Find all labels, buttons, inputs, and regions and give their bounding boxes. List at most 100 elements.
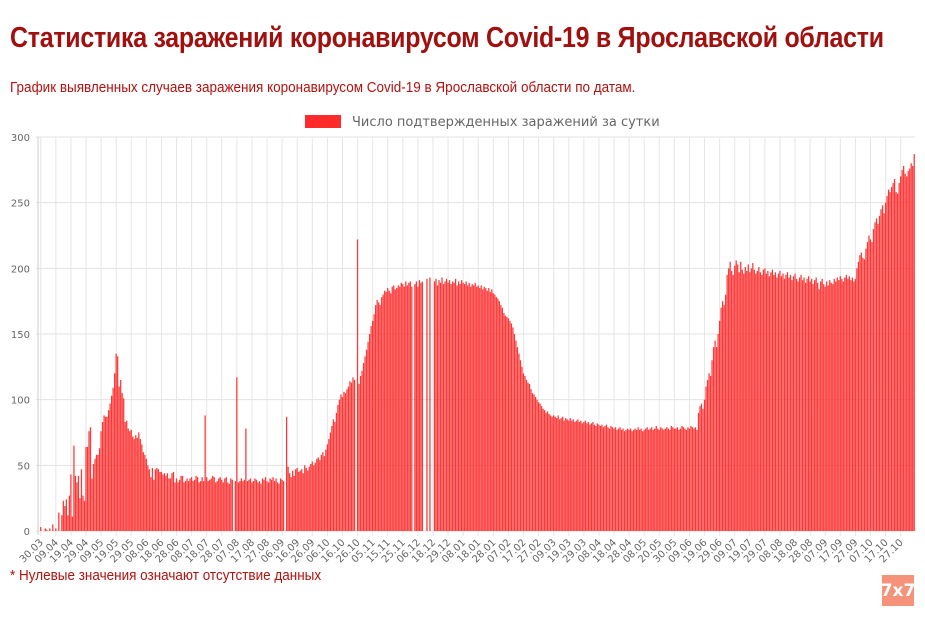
bar <box>714 340 716 531</box>
bar <box>800 274 802 531</box>
bar <box>433 281 436 531</box>
bar <box>598 424 600 531</box>
bar <box>584 420 586 531</box>
bar <box>224 478 226 531</box>
bar <box>889 192 891 531</box>
bar <box>691 427 694 531</box>
bar <box>762 269 764 531</box>
bar <box>349 381 351 531</box>
bar <box>385 291 387 531</box>
bar <box>183 482 185 531</box>
bar <box>46 529 48 531</box>
bar <box>898 182 900 531</box>
bar <box>607 427 609 531</box>
bar <box>252 481 255 531</box>
bar <box>684 428 686 531</box>
bar <box>239 481 241 531</box>
bar <box>94 458 96 531</box>
bar <box>798 277 801 531</box>
bar <box>353 379 356 531</box>
bar <box>157 469 160 531</box>
bar <box>670 425 672 531</box>
bar <box>121 393 123 531</box>
bar <box>237 482 239 531</box>
bar <box>364 356 366 531</box>
y-tick-label: 200 <box>11 264 30 275</box>
bar <box>154 469 157 531</box>
bar <box>331 425 333 531</box>
bar <box>396 288 398 531</box>
bar <box>240 478 243 531</box>
bar <box>817 282 819 531</box>
bar <box>83 500 86 531</box>
bar <box>435 278 437 531</box>
bar <box>750 268 752 531</box>
bar <box>178 479 181 531</box>
bar <box>111 395 113 531</box>
bar <box>326 444 328 531</box>
bar <box>679 428 682 531</box>
bar <box>209 479 211 531</box>
bar <box>729 261 731 531</box>
legend[interactable]: Число подтвержденных заражений за сутки <box>305 115 660 130</box>
bar <box>147 465 149 531</box>
bar <box>162 474 164 531</box>
bar <box>768 276 771 531</box>
bar <box>528 383 531 531</box>
bar <box>196 477 199 531</box>
bar <box>554 416 556 531</box>
bar <box>464 284 466 531</box>
bar <box>139 439 141 531</box>
bar <box>120 379 122 531</box>
bar <box>578 421 580 531</box>
bar <box>718 320 721 531</box>
bar <box>322 452 324 531</box>
bar <box>543 410 546 531</box>
bar <box>187 481 190 531</box>
bar <box>172 471 175 531</box>
bar <box>806 278 808 531</box>
bar <box>406 285 408 531</box>
bar <box>890 186 893 531</box>
bar <box>264 477 267 531</box>
bar <box>608 428 611 531</box>
bar <box>114 373 116 531</box>
bar <box>685 429 688 531</box>
bar <box>254 478 256 531</box>
bar <box>251 482 253 531</box>
bar <box>52 524 54 531</box>
y-tick-label: 0 <box>24 527 30 538</box>
bar <box>260 483 262 531</box>
bar <box>504 315 507 531</box>
bar <box>616 429 618 531</box>
bar <box>593 424 596 531</box>
bar <box>874 222 876 531</box>
bar <box>700 403 703 531</box>
bar <box>445 278 448 531</box>
bar <box>138 432 140 531</box>
y-tick-label: 150 <box>11 330 30 341</box>
bar <box>669 429 671 531</box>
bar <box>903 165 905 532</box>
bar <box>675 428 677 531</box>
bar <box>844 277 846 531</box>
bar <box>337 404 339 531</box>
bar <box>804 282 807 531</box>
bar <box>821 278 823 531</box>
bar <box>734 265 736 531</box>
bar <box>495 297 497 531</box>
bar <box>770 272 772 531</box>
bar <box>639 429 641 531</box>
bar <box>279 478 282 531</box>
bar <box>657 428 659 531</box>
bar <box>783 278 786 531</box>
bar <box>875 218 878 531</box>
bar <box>100 431 102 531</box>
bar <box>682 427 685 531</box>
bar <box>79 498 81 531</box>
bar <box>457 281 460 531</box>
bar <box>590 423 593 531</box>
bar <box>344 393 347 531</box>
bar <box>642 431 644 531</box>
bar <box>566 419 568 531</box>
